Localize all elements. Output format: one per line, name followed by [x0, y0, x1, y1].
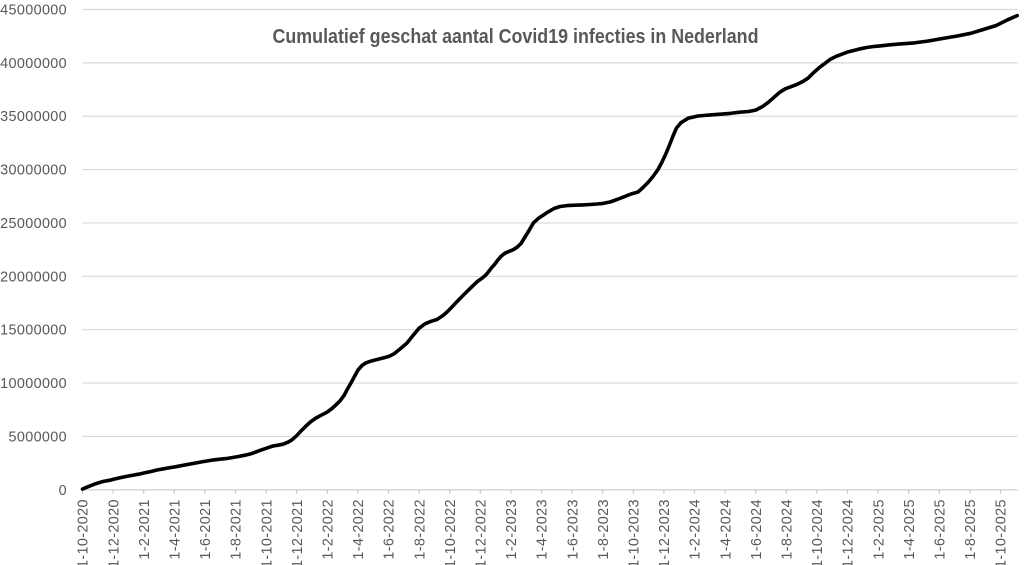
svg-text:1-8-2024: 1-8-2024 [780, 499, 796, 559]
svg-text:1-2-2024: 1-2-2024 [688, 499, 704, 559]
svg-text:0: 0 [59, 483, 67, 499]
svg-text:1-6-2023: 1-6-2023 [565, 499, 581, 559]
svg-text:10000000: 10000000 [0, 376, 67, 392]
svg-text:1-2-2025: 1-2-2025 [871, 499, 887, 559]
svg-text:1-8-2021: 1-8-2021 [229, 499, 245, 559]
svg-text:1-12-2024: 1-12-2024 [841, 499, 857, 565]
svg-text:1-10-2020: 1-10-2020 [76, 499, 92, 565]
svg-text:45000000: 45000000 [0, 2, 67, 18]
svg-text:1-12-2023: 1-12-2023 [657, 499, 673, 565]
svg-text:1-12-2020: 1-12-2020 [106, 499, 122, 565]
svg-text:1-10-2021: 1-10-2021 [259, 499, 275, 565]
svg-text:1-4-2025: 1-4-2025 [902, 499, 918, 559]
svg-text:1-8-2022: 1-8-2022 [412, 499, 428, 559]
svg-text:1-6-2024: 1-6-2024 [749, 499, 765, 559]
svg-text:1-6-2022: 1-6-2022 [382, 499, 398, 559]
svg-text:25000000: 25000000 [0, 216, 67, 232]
svg-text:1-8-2023: 1-8-2023 [596, 499, 612, 559]
svg-text:Cumulatief geschat aantal Covi: Cumulatief geschat aantal Covid19 infect… [273, 25, 759, 48]
svg-text:30000000: 30000000 [0, 163, 67, 179]
svg-text:1-10-2022: 1-10-2022 [443, 499, 459, 565]
svg-text:1-4-2023: 1-4-2023 [535, 499, 551, 559]
svg-text:40000000: 40000000 [0, 56, 67, 72]
svg-text:1-6-2021: 1-6-2021 [198, 499, 214, 559]
svg-text:35000000: 35000000 [0, 109, 67, 125]
svg-text:1-2-2021: 1-2-2021 [137, 499, 153, 559]
svg-text:1-10-2025: 1-10-2025 [994, 499, 1010, 565]
svg-text:1-10-2023: 1-10-2023 [627, 499, 643, 565]
svg-text:1-4-2021: 1-4-2021 [168, 499, 184, 559]
svg-text:15000000: 15000000 [0, 323, 67, 339]
svg-text:1-2-2022: 1-2-2022 [321, 499, 337, 559]
svg-text:1-12-2022: 1-12-2022 [474, 499, 490, 565]
svg-text:1-8-2025: 1-8-2025 [963, 499, 979, 559]
svg-text:1-6-2025: 1-6-2025 [933, 499, 949, 559]
svg-text:5000000: 5000000 [9, 429, 67, 445]
svg-text:1-4-2022: 1-4-2022 [351, 499, 367, 559]
svg-text:1-4-2024: 1-4-2024 [718, 499, 734, 559]
svg-text:1-10-2024: 1-10-2024 [810, 499, 826, 565]
svg-text:1-2-2023: 1-2-2023 [504, 499, 520, 559]
svg-text:1-12-2021: 1-12-2021 [290, 499, 306, 565]
svg-text:20000000: 20000000 [0, 269, 67, 285]
